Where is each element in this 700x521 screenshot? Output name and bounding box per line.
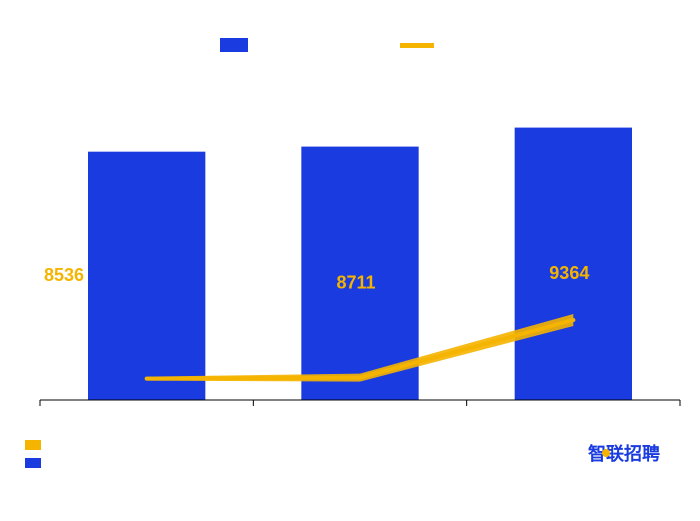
- svg-text:智联招聘: 智联招聘: [588, 443, 660, 464]
- footer-swatch: [25, 440, 41, 450]
- legend-item: 平均薪酬（元）: [220, 37, 358, 53]
- bar-value-label: 8711: [336, 272, 375, 292]
- note-text: 注：数据统计时间为2018年冬季。: [45, 504, 212, 518]
- x-category-label: 2018年: [552, 408, 594, 423]
- salary-chart: 2016-2018年新一线城市平均薪酬平均薪酬（元） 增长率 8536 8711 936…: [0, 0, 700, 521]
- chart-title: 2016-2018年新一线城市平均薪酬: [45, 9, 267, 26]
- brand-logo: 智联招聘: [588, 443, 660, 464]
- source-text: 数据来源：智联招聘: [45, 488, 153, 503]
- x-category-label: 2016年: [126, 408, 168, 423]
- brand-dot-icon: [602, 449, 610, 457]
- legend-swatch-bar: [220, 38, 248, 52]
- x-category-label: 2017年: [339, 408, 381, 423]
- bar: [88, 152, 205, 400]
- footer-swatch: [25, 458, 41, 468]
- legend-label: 平均薪酬（元）: [260, 37, 358, 53]
- bar-value-label: 9364: [549, 263, 589, 283]
- chart-svg: 2016-2018年新一线城市平均薪酬平均薪酬（元） 增长率 8536 8711 936…: [0, 0, 700, 521]
- bar-value-label: 8536: [44, 265, 84, 285]
- legend-swatch-line: [400, 43, 434, 48]
- legend-label: 增长率: [440, 37, 482, 53]
